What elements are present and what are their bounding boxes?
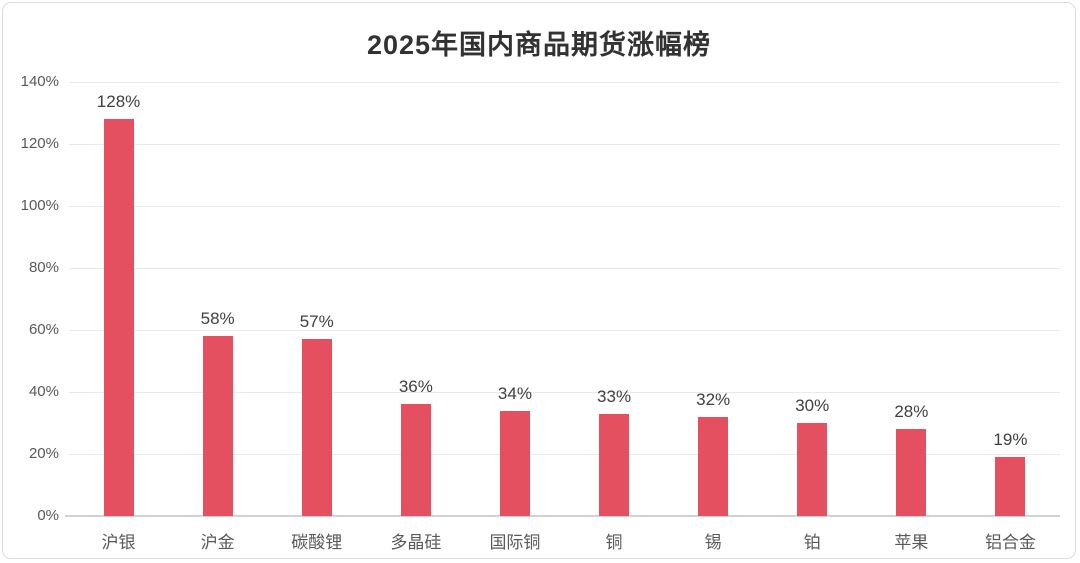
gridline bbox=[69, 453, 1060, 455]
bar-column: 36% 多晶硅 bbox=[366, 82, 465, 552]
bar-value-label: 36% bbox=[398, 377, 433, 397]
bar-value-label: 128% bbox=[96, 92, 141, 112]
bar bbox=[202, 336, 233, 516]
x-axis-category-label: 多晶硅 bbox=[390, 533, 442, 552]
y-axis-tick-label: 0% bbox=[37, 507, 59, 524]
bar bbox=[301, 339, 332, 516]
x-axis-category-label: 国际铜 bbox=[489, 533, 541, 552]
bar bbox=[103, 119, 134, 516]
bar bbox=[995, 457, 1026, 516]
bar-column: 19% 铝合金 bbox=[961, 82, 1060, 552]
bar-value-label: 19% bbox=[993, 430, 1028, 450]
gridline bbox=[69, 81, 1060, 83]
bar-column: 34% 国际铜 bbox=[465, 82, 564, 552]
gridline bbox=[69, 267, 1060, 269]
bar-column: 33% 铜 bbox=[565, 82, 664, 552]
y-axis-tick-label: 100% bbox=[20, 197, 59, 214]
gridline bbox=[69, 329, 1060, 331]
bar-column: 58% 沪金 bbox=[168, 82, 267, 552]
bar bbox=[400, 404, 431, 516]
plot-area: 0% 20% 40% 60% 80% 100% 120% 140% 128% 沪银 58% 沪金 57%… bbox=[21, 73, 1060, 552]
bar-value-label: 57% bbox=[299, 312, 334, 332]
bar bbox=[797, 423, 828, 516]
y-axis-tick-label: 40% bbox=[28, 383, 59, 400]
bar-column: 32% 锡 bbox=[664, 82, 763, 552]
bar-column: 28% 苹果 bbox=[862, 82, 961, 552]
bar-column: 128% 沪银 bbox=[69, 82, 168, 552]
bar-value-label: 32% bbox=[696, 389, 731, 409]
bar-value-label: 58% bbox=[200, 309, 235, 329]
x-axis-category-label: 铝合金 bbox=[984, 533, 1036, 552]
x-axis-category-label: 锡 bbox=[704, 533, 722, 552]
bar-value-label: 30% bbox=[795, 396, 830, 415]
x-axis-category-label: 铂 bbox=[803, 533, 821, 552]
bar-value-label: 33% bbox=[597, 386, 632, 406]
x-axis-category-label: 沪银 bbox=[101, 533, 136, 552]
bar-column: 57% 碳酸锂 bbox=[267, 82, 366, 552]
y-axis-tick-label: 60% bbox=[28, 321, 59, 338]
x-axis-line bbox=[65, 515, 1060, 517]
bar-value-label: 34% bbox=[497, 383, 532, 403]
bar-column: 30% 铂 bbox=[763, 82, 862, 552]
y-axis-tick-label: 140% bbox=[20, 73, 59, 90]
chart-title: 2025年国内商品期货涨幅榜 bbox=[366, 30, 712, 60]
x-axis-category-label: 苹果 bbox=[894, 533, 929, 552]
y-axis-tick-label: 80% bbox=[28, 259, 59, 276]
bar bbox=[896, 429, 927, 516]
x-axis-category-label: 铜 bbox=[605, 533, 623, 552]
gridline bbox=[69, 391, 1060, 393]
x-axis-category-label: 碳酸锂 bbox=[291, 533, 343, 552]
y-axis-tick-label: 120% bbox=[20, 135, 59, 152]
x-axis-category-label: 沪金 bbox=[200, 533, 235, 552]
bar-value-label: 28% bbox=[894, 402, 929, 422]
bar bbox=[698, 416, 729, 516]
bar bbox=[499, 410, 530, 516]
gridline bbox=[69, 205, 1060, 207]
gridline bbox=[69, 143, 1060, 145]
bar bbox=[599, 413, 630, 516]
y-axis-tick-label: 20% bbox=[28, 445, 59, 462]
